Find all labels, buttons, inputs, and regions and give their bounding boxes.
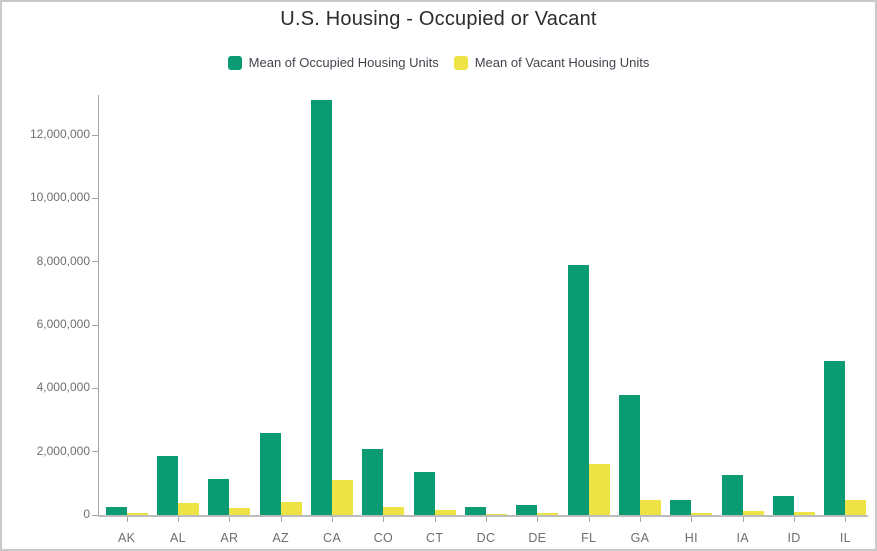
x-tick-label-IL: IL [839,531,851,545]
legend-item-vacant[interactable]: Mean of Vacant Housing Units [453,55,650,70]
bar-occupied-FL[interactable] [567,264,589,515]
x-tick-label-AR: AR [220,531,239,545]
x-tick-mark [537,517,539,522]
bar-vacant-IL[interactable] [845,500,867,515]
x-tick-mark [640,517,641,522]
y-tick-mark [92,514,98,516]
y-tick-mark [92,387,98,389]
bar-vacant-CT[interactable] [434,510,456,515]
bar-vacant-CO[interactable] [383,507,405,515]
x-tick-mark [178,517,179,522]
y-tick-label: 4,000,000 [36,380,90,395]
bar-vacant-DC[interactable] [486,514,507,515]
bar-vacant-CA[interactable] [332,480,353,515]
x-tick-mark [691,517,693,522]
y-tick-label: 12,000,000 [29,127,90,142]
x-tick-mark [588,517,590,522]
occupied-swatch-icon [227,55,242,70]
legend-label: Mean of Vacant Housing Units [474,55,650,70]
x-tick-label-AK: AK [118,531,136,545]
x-tick-label-AL: AL [170,531,186,545]
bar-occupied-HI[interactable] [670,500,692,515]
legend-label: Mean of Occupied Housing Units [248,55,439,70]
y-tick-mark [92,197,98,199]
legend: Mean of Occupied Housing Units Mean of Va… [2,55,875,70]
x-tick-label-DE: DE [528,531,547,545]
bar-vacant-AR[interactable] [229,508,251,515]
bar-vacant-AK[interactable] [126,513,148,515]
bar-occupied-CT[interactable] [413,472,435,515]
bar-vacant-HI[interactable] [691,512,713,515]
y-tick-mark [92,134,98,136]
x-axis-line [98,515,868,517]
bar-vacant-IA[interactable] [742,510,764,515]
bar-vacant-ID[interactable] [794,512,815,515]
bar-occupied-CA[interactable] [311,100,332,515]
x-tick-label-HI: HI [684,531,698,545]
bar-vacant-AL[interactable] [178,502,199,515]
x-tick-label-GA: GA [630,531,650,545]
x-tick-mark [229,517,231,522]
vacant-swatch-icon [453,55,468,70]
bar-occupied-AK[interactable] [105,507,127,515]
y-tick-label: 6,000,000 [36,317,90,332]
x-tick-mark [742,517,744,522]
bar-vacant-FL[interactable] [588,463,610,515]
x-tick-label-CT: CT [426,531,444,545]
bar-occupied-AZ[interactable] [259,432,281,515]
x-tick-mark [486,517,487,522]
chart-title: U.S. Housing - Occupied or Vacant [280,8,597,30]
bar-vacant-DE[interactable] [537,513,559,515]
x-tick-mark [845,517,847,522]
x-tick-label-ID: ID [787,531,801,545]
legend-item-occupied[interactable]: Mean of Occupied Housing Units [227,55,439,70]
x-tick-mark [280,517,282,522]
bar-occupied-GA[interactable] [619,394,640,515]
y-tick-label: 8,000,000 [36,253,90,268]
bar-vacant-GA[interactable] [640,499,661,515]
bar-occupied-AR[interactable] [208,478,230,515]
y-tick-mark [92,324,98,326]
x-tick-label-CO: CO [373,531,393,545]
bar-occupied-IA[interactable] [721,475,743,515]
x-tick-label-FL: FL [581,531,597,545]
y-tick-label: 10,000,000 [29,190,90,205]
bar-occupied-DE[interactable] [516,504,538,515]
x-tick-mark [126,517,128,522]
y-tick-mark [92,261,98,263]
y-axis-line [98,95,99,515]
y-tick-mark [92,451,98,453]
y-tick-label: 0 [83,507,90,521]
x-tick-mark [332,517,333,522]
bar-occupied-CO[interactable] [362,448,384,515]
x-tick-mark [383,517,385,522]
y-tick-label: 2,000,000 [36,443,90,458]
x-tick-label-IA: IA [736,531,749,545]
x-tick-mark [794,517,795,522]
x-tick-label-CA: CA [323,531,341,545]
bar-vacant-AZ[interactable] [280,502,302,515]
x-tick-label-DC: DC [476,531,496,545]
x-tick-label-AZ: AZ [272,531,289,545]
bar-occupied-IL[interactable] [824,361,846,515]
x-tick-mark [434,517,436,522]
bar-occupied-DC[interactable] [465,506,486,515]
bar-occupied-AL[interactable] [157,456,178,515]
bar-occupied-ID[interactable] [773,495,794,515]
